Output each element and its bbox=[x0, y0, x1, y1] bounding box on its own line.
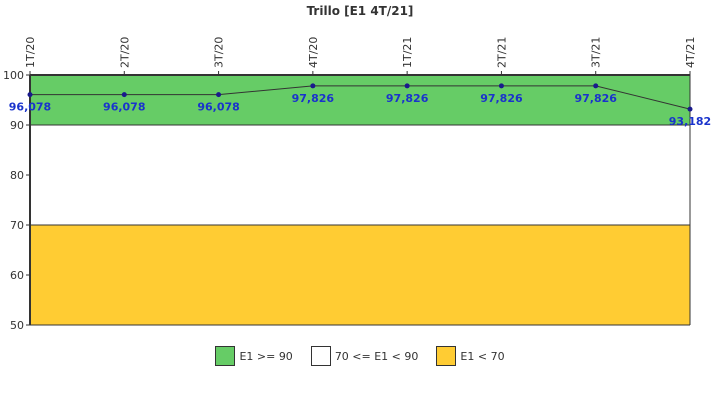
data-point-2 bbox=[216, 92, 222, 98]
band-2 bbox=[30, 225, 690, 325]
legend-item-low: E1 < 70 bbox=[436, 346, 505, 366]
legend-label-low: E1 < 70 bbox=[460, 349, 505, 363]
x-tick-label-2: 3T/20 bbox=[213, 37, 226, 68]
y-tick-label-2: 70 bbox=[10, 219, 24, 232]
data-point-3 bbox=[310, 83, 316, 89]
x-tick-label-3: 4T/20 bbox=[307, 37, 320, 68]
data-label-3: 97,826 bbox=[292, 92, 335, 105]
data-point-7 bbox=[687, 106, 693, 112]
legend-label-high: E1 >= 90 bbox=[239, 349, 293, 363]
y-tick-label-1: 60 bbox=[10, 269, 24, 282]
series-line-0 bbox=[30, 85, 691, 110]
legend-swatch-mid bbox=[310, 346, 331, 366]
band-1 bbox=[30, 125, 690, 225]
data-label-2: 96,078 bbox=[197, 101, 239, 114]
band-0 bbox=[30, 75, 690, 125]
legend: E1 >= 90 70 <= E1 < 90 E1 < 70 bbox=[0, 345, 720, 367]
legend-item-high: E1 >= 90 bbox=[215, 346, 293, 366]
y-tick-label-3: 80 bbox=[10, 169, 24, 182]
x-tick-label-1: 2T/20 bbox=[118, 37, 131, 68]
legend-item-mid: 70 <= E1 < 90 bbox=[310, 346, 419, 366]
x-tick-label-0: 1T/20 bbox=[24, 37, 37, 68]
data-label-1: 96,078 bbox=[103, 101, 145, 114]
data-point-5 bbox=[498, 83, 504, 89]
legend-label-mid: 70 <= E1 < 90 bbox=[334, 349, 419, 363]
y-tick-label-4: 90 bbox=[10, 119, 24, 132]
legend-swatch-low bbox=[436, 346, 457, 366]
data-label-5: 97,826 bbox=[480, 92, 523, 105]
chart-title: Trillo [E1 4T/21] bbox=[307, 4, 414, 18]
x-tick-label-5: 2T/21 bbox=[495, 37, 508, 68]
data-label-4: 97,826 bbox=[386, 92, 429, 105]
data-label-6: 97,826 bbox=[574, 92, 617, 105]
data-point-0 bbox=[27, 92, 33, 98]
y-tick-label-0: 50 bbox=[10, 319, 24, 332]
data-point-4 bbox=[404, 83, 410, 89]
data-point-6 bbox=[593, 83, 599, 89]
data-label-7: 93,182 bbox=[669, 115, 711, 128]
x-tick-label-6: 3T/21 bbox=[590, 37, 603, 68]
x-tick-label-7: 4T/21 bbox=[684, 37, 697, 68]
legend-swatch-high bbox=[215, 346, 236, 366]
data-point-1 bbox=[121, 92, 127, 98]
y-tick-label-5: 100 bbox=[3, 69, 24, 82]
data-label-0: 96,078 bbox=[9, 101, 51, 114]
x-tick-label-4: 1T/21 bbox=[401, 37, 414, 68]
